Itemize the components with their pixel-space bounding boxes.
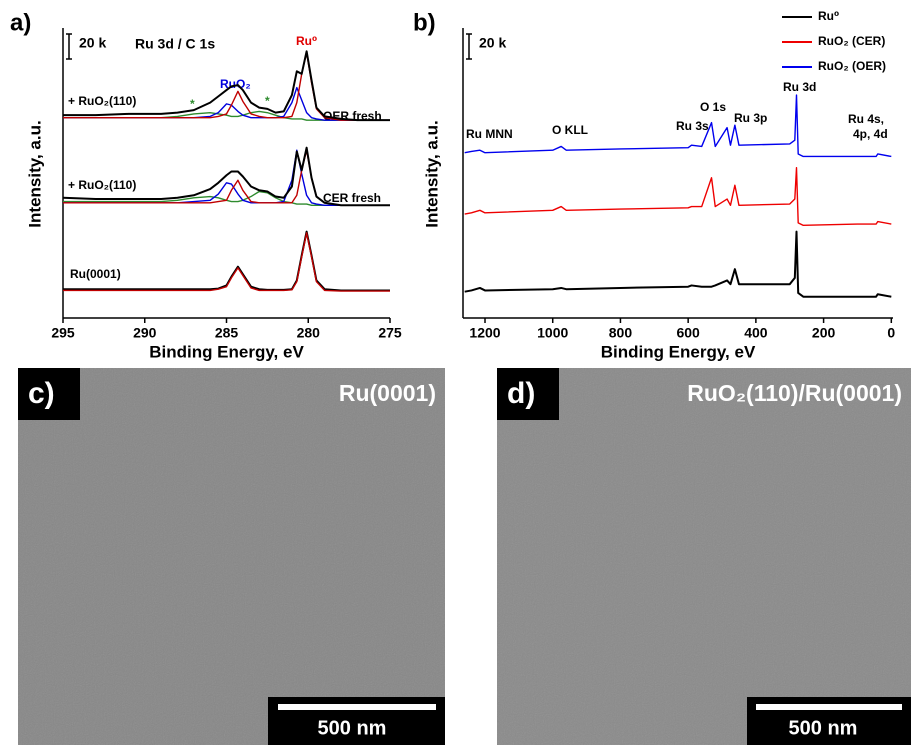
x-tick-label: 1000	[537, 325, 568, 341]
legend-label: RuO₂ (CER)	[818, 34, 885, 48]
spectrum-line	[63, 230, 390, 292]
panel-label: c)	[28, 377, 55, 410]
legend-label: RuO₂ (OER)	[818, 59, 886, 73]
x-tick-label: 280	[297, 325, 321, 341]
spectrum-line	[63, 232, 390, 292]
x-tick-label: 1200	[469, 325, 500, 341]
sem-image: c) Ru(0001) 500 nm	[18, 368, 445, 745]
x-tick-label: 600	[676, 325, 700, 341]
x-tick-label: 200	[812, 325, 836, 341]
x-axis-title: Binding Energy, eV	[601, 342, 756, 361]
x-tick-label: 800	[609, 325, 633, 341]
annotation: O 1s	[700, 100, 726, 114]
annotation: Ru(0001)	[70, 267, 121, 281]
label-box	[18, 368, 80, 420]
annotation: RuO₂	[220, 77, 251, 91]
panel-label: a)	[10, 9, 31, 36]
annotation: CER fresh	[323, 191, 381, 205]
annotation: Ru 3d	[783, 80, 816, 94]
annotation: Ru MNN	[466, 127, 513, 141]
annotation: Ru 3p	[734, 111, 767, 125]
scale-label: 500 nm	[318, 717, 387, 739]
annotation: *	[190, 97, 195, 111]
sem-texture	[18, 368, 445, 745]
label-box	[497, 368, 559, 420]
sem-texture	[497, 368, 911, 745]
x-tick-label: 295	[51, 325, 75, 341]
annotation: + RuO₂(110)	[68, 178, 136, 192]
annotation: Ru 3s	[676, 119, 709, 133]
panel-title: Ru 3d / C 1s	[135, 36, 215, 52]
image-label: RuO₂(110)/Ru(0001)	[687, 380, 902, 406]
spectrum-line	[62, 146, 390, 207]
scale-bar	[466, 33, 472, 60]
panel-label: b)	[413, 9, 436, 36]
x-tick-label: 290	[133, 325, 157, 341]
sem-image: d) RuO₂(110)/Ru(0001) 500 nm	[497, 368, 911, 745]
scale-label: 20 k	[79, 35, 106, 51]
spectrum-line	[464, 167, 892, 227]
legend-label: Ru⁰	[818, 9, 839, 23]
scale-bar	[66, 33, 72, 60]
annotation: + RuO₂(110)	[68, 94, 136, 108]
spectrum-line	[63, 110, 390, 121]
annotation: Ru⁰	[296, 34, 317, 48]
y-axis-title: Intensity, a.u.	[25, 120, 44, 227]
x-axis-title: Binding Energy, eV	[149, 342, 304, 361]
annotation: 4p, 4d	[853, 127, 888, 141]
x-tick-label: 0	[887, 325, 895, 341]
y-axis-title: Intensity, a.u.	[422, 120, 441, 227]
spectrum-line	[464, 230, 892, 298]
scale-label: 20 k	[479, 35, 506, 51]
spectrum-line	[464, 94, 892, 158]
annotation: Ru 4s,	[848, 112, 884, 126]
annotation: *	[265, 94, 270, 108]
spectrum-line	[63, 50, 390, 122]
scale-label: 500 nm	[789, 717, 858, 739]
x-tick-label: 400	[744, 325, 768, 341]
panel-label: d)	[507, 377, 535, 410]
annotation: O KLL	[552, 123, 588, 137]
image-label: Ru(0001)	[339, 380, 436, 406]
x-tick-label: 285	[215, 325, 239, 341]
spectrum-line	[63, 190, 390, 206]
x-tick-label: 275	[378, 325, 402, 341]
